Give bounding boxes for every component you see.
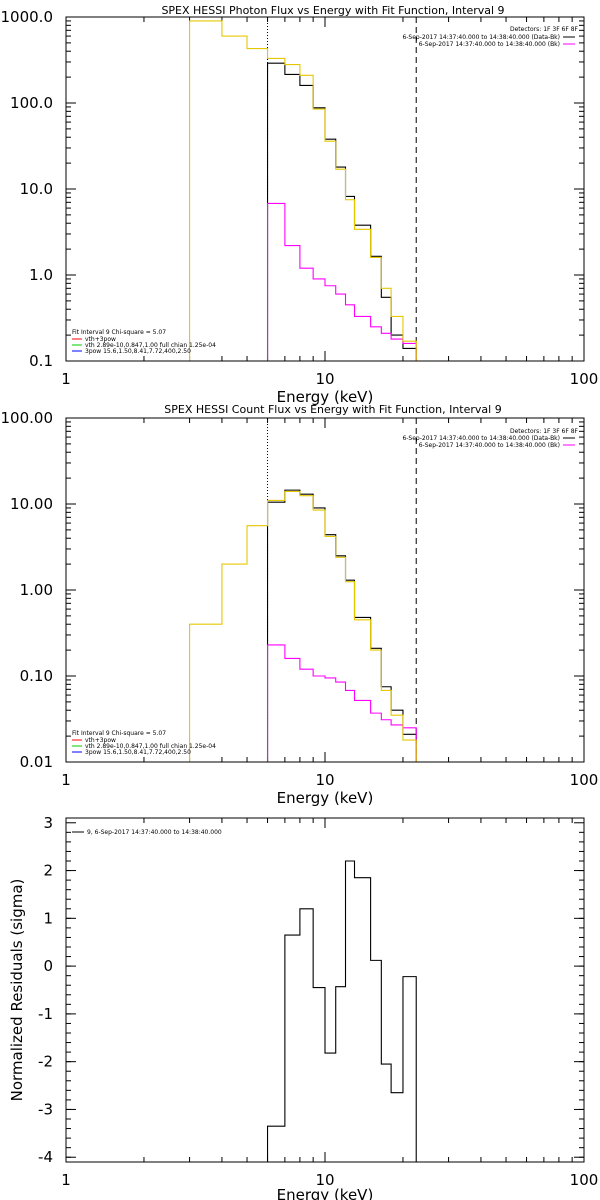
series-histogram [266,202,417,361]
panel1-fit-text: vth+3pow [85,336,116,343]
panel2-legend-text: Detectors: 1F 3F 6F 8F [510,428,579,435]
panel2-fit-text: vth 2.89e-10,0.847,1.00 full chian 1.25e… [85,743,216,750]
panel2-ytick-label: 0.10 [20,667,53,685]
panel1-fit-text: vth 2.89e-10,0.847,1.00 full chian 1.25e… [85,342,216,349]
panel1-legend-text: 6-Sep-2017 14:37:40.000 to 14:38:40.000 … [419,41,560,48]
series-histogram [266,644,417,762]
panel1-ytick-labels: 0.1 1.0 10.0 100.0 1000.0 [1,8,54,370]
panel3-ytick-labels: -4 -3 -2 -1 0 1 2 3 [38,814,53,1166]
photon-flux-panel: SPEX HESSI Photon Flux vs Energy with Fi… [1,4,599,406]
series-histogram [266,489,417,762]
panel1-ytick-label: 1.0 [29,266,53,284]
panel2-legend-bottom-left: Fit Interval 9 Chi-square = 5.07 vth+3po… [72,730,216,756]
panel3-x-axis-label: Energy (keV) [277,1186,374,1200]
panel1-fit-text: Fit Interval 9 Chi-square = 5.07 [72,329,166,336]
panel2-ytick-label: 10.00 [10,495,53,513]
panel1-x-axis-label: Energy (keV) [277,388,374,406]
panel1-legend-text: 6-Sep-2017 14:37:40.000 to 14:38:40.000 … [402,34,560,41]
series-histogram [189,20,417,361]
panel1-ytick-label: 100.0 [10,94,53,112]
panel1-ytick-label: 10.0 [20,180,53,198]
panel1-xtick-label: 100 [570,370,599,388]
panel1-xtick-label: 1 [61,370,71,388]
panel1-legend-top-right: Detectors: 1F 3F 6F 8F 6-Sep-2017 14:37:… [402,26,578,48]
panel3-axes-frame [65,817,585,1163]
y-tick-label: -3 [38,1100,53,1118]
panel3-plot-area [65,818,585,1162]
panel3-xtick-labels: 1 10 100 [61,1171,598,1189]
panel1-axes-frame [65,16,585,362]
y-tick-label: 3 [43,814,53,832]
panel2-title: SPEX HESSI Count Flux vs Energy with Fit… [164,403,501,416]
panel3-legend-text: 9, 6-Sep-2017 14:37:40.000 to 14:38:40.0… [87,829,222,836]
panel1-xtick-labels: 1 10 100 [61,370,598,388]
y-tick-label: -2 [38,1053,53,1071]
count-flux-panel: SPEX HESSI Count Flux vs Energy with Fit… [1,403,599,807]
panel2-legend-top-right: Detectors: 1F 3F 6F 8F 6-Sep-2017 14:37:… [402,428,578,449]
panel2-x-axis-label: Energy (keV) [277,789,374,807]
panel1-ytick-label: 0.1 [29,352,53,370]
y-tick-label: 1 [43,909,53,927]
y-tick-label: 0 [43,957,53,975]
panel1-ytick-label: 1000.0 [1,8,54,26]
panel3-y-axis-label: Normalized Residuals (sigma) [8,879,26,1102]
residuals-panel: 1 10 100 -4 -3 -2 -1 0 1 2 3 Energy (keV) Norma… [8,814,598,1200]
panel2-ytick-label: 100.00 [1,409,54,427]
panel1-title: SPEX HESSI Photon Flux vs Energy with Fi… [161,4,504,17]
panel2-ytick-labels: 0.01 0.10 1.00 10.00 100.00 [1,409,54,771]
panel3-xtick-label: 10 [315,1171,334,1189]
panel2-ytick-label: 1.00 [20,581,53,599]
y-tick-label: 2 [43,862,53,880]
panel3-legend: 9, 6-Sep-2017 14:37:40.000 to 14:38:40.0… [72,829,222,836]
panel3-xtick-label: 1 [61,1171,71,1189]
y-tick-label: -1 [38,1005,53,1023]
panel2-axes-frame [65,417,585,763]
panel1-xtick-label: 10 [315,370,334,388]
series-histogram [189,490,429,763]
panel2-xtick-label: 10 [315,771,334,789]
y-tick-label: -4 [38,1148,53,1166]
panel3-xtick-label: 100 [570,1171,599,1189]
series-histogram [266,860,417,1162]
panel2-legend-text: 6-Sep-2017 14:37:40.000 to 14:38:40.000 … [419,442,560,449]
panel2-xtick-label: 100 [570,771,599,789]
panel2-ytick-label: 0.01 [20,753,53,771]
panel2-plot-area [65,417,585,763]
panel1-fit-text: 3pow 15.6,1.50,8.41,7.72,400,2.50 [85,348,191,355]
panel2-fit-text: Fit Interval 9 Chi-square = 5.07 [72,730,166,737]
panel2-legend-text: 6-Sep-2017 14:37:40.000 to 14:38:40.000 … [402,435,560,442]
panel2-xtick-label: 1 [61,771,71,789]
panel1-plot-area [65,16,585,362]
panel1-legend-bottom-left: Fit Interval 9 Chi-square = 5.07 vth+3po… [72,329,216,355]
panel2-fit-text: vth+3pow [85,737,116,744]
panel2-fit-text: 3pow 15.6,1.50,8.41,7.72,400,2.50 [85,749,191,756]
panel2-xtick-labels: 1 10 100 [61,771,598,789]
panel1-legend-text: Detectors: 1F 3F 6F 8F [510,26,579,33]
